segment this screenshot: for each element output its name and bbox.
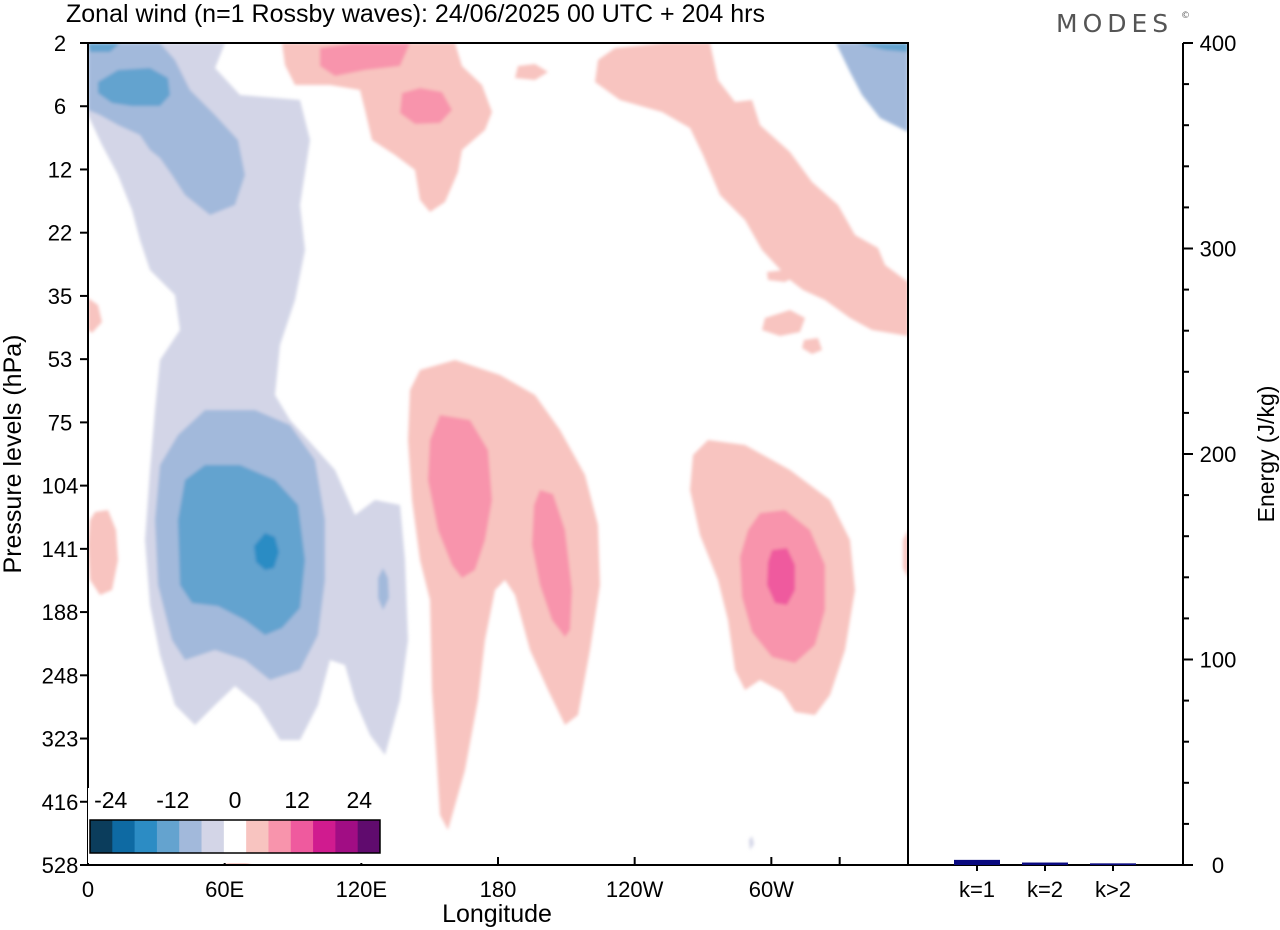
energy-axis-label: Energy (J/kg): [1253, 386, 1279, 523]
colorbar-tick-label: -24: [94, 787, 127, 813]
x-axis-label: Longitude: [442, 900, 552, 928]
positive-contour-light: [282, 43, 492, 212]
negative-contour-3: [855, 43, 908, 52]
positive-contour-2: [532, 490, 572, 637]
colorbar-frame: [89, 819, 381, 854]
energy-tick-label: 100: [1200, 648, 1237, 673]
x-tick-label: 60W: [749, 877, 794, 902]
modes-logo: MODES: [1056, 9, 1173, 38]
colorbar-swatch: [290, 820, 314, 853]
x-tick-label: 60E: [205, 877, 244, 902]
y-tick-label: 22: [48, 221, 72, 246]
colorbar-swatch: [357, 820, 381, 853]
y-tick-label: 75: [48, 410, 72, 435]
energy-bar: [954, 859, 1000, 865]
negative-contour-3: [98, 68, 170, 106]
energy-tick-label: 300: [1200, 237, 1237, 262]
positive-contour-light: [767, 270, 798, 282]
positive-contour-light: [802, 338, 822, 354]
longitude-axis: 0 60E 120E 180 120W 60W: [82, 857, 841, 902]
colorbar: -24 -12 0 12 24: [88, 787, 390, 863]
colorbar-tick-label: 24: [346, 787, 372, 813]
logo-copyright-mark: ©: [1181, 11, 1195, 21]
energy-tick-label: 400: [1200, 31, 1237, 56]
positive-contour-light: [515, 64, 548, 80]
negative-contour-3: [88, 43, 120, 52]
y-tick-label: 528: [42, 853, 79, 878]
colorbar-swatch: [179, 820, 202, 853]
positive-contour-2: [400, 88, 452, 124]
colorbar-tick-label: 0: [229, 787, 242, 813]
colorbar-swatch: [335, 820, 359, 853]
y-tick-label: 2: [54, 31, 66, 56]
energy-bar: [1022, 862, 1068, 865]
energy-category-label: k=2: [1027, 877, 1063, 902]
pressure-axis: 2 6 12 22 35 53 75 104 141 188 248 323 416 528: [42, 31, 88, 878]
positive-contour-2: [320, 43, 410, 76]
colorbar-swatch: [90, 820, 113, 853]
x-tick-label: 120E: [336, 877, 387, 902]
energy-category-label: k>2: [1095, 877, 1131, 902]
colorbar-tick-label: 12: [284, 787, 310, 813]
positive-contour-light: [762, 310, 805, 336]
colorbar-swatch: [201, 820, 225, 853]
negative-contour-light: [749, 836, 754, 850]
positive-contour-light: [595, 43, 908, 336]
y-tick-label: 416: [42, 790, 79, 815]
colorbar-swatch: [223, 820, 247, 853]
energy-tick-label: 200: [1200, 442, 1237, 467]
y-axis-label: Pressure levels (hPa): [0, 335, 27, 574]
energy-panel: 0 100 200 300 400 k=1 k=2 k>2: [908, 31, 1236, 902]
x-tick-label: 120W: [606, 877, 664, 902]
y-tick-label: 323: [42, 727, 79, 752]
colorbar-tick-label: -12: [156, 787, 189, 813]
hovmoller-panel: [87, 42, 909, 866]
y-tick-label: 188: [42, 600, 79, 625]
x-tick-label: 0: [82, 877, 94, 902]
negative-contour-4: [254, 533, 279, 570]
negative-contour-2: [836, 43, 908, 132]
colorbar-swatch: [112, 820, 136, 853]
energy-bar: [1090, 863, 1136, 865]
colorbar-swatch: [268, 820, 292, 853]
y-tick-label: 53: [48, 347, 72, 372]
positive-contour-2: [428, 415, 492, 578]
negative-contour-2: [378, 568, 389, 610]
positive-contour-light: [88, 510, 118, 595]
wind-contours: [88, 43, 908, 865]
colorbar-swatch: [134, 820, 158, 853]
y-tick-label: 6: [54, 94, 66, 119]
negative-contour-3: [178, 465, 305, 635]
y-tick-label: 248: [42, 663, 79, 688]
energy-category-label: k=1: [959, 877, 995, 902]
positive-contour-3: [767, 548, 795, 605]
colorbar-swatch: [246, 820, 269, 853]
y-tick-label: 12: [48, 157, 72, 182]
colorbar-swatch: [156, 820, 180, 853]
y-tick-label: 104: [42, 474, 79, 499]
x-tick-label: 180: [480, 877, 517, 902]
colorbar-swatch: [313, 820, 336, 853]
y-tick-label: 141: [42, 537, 79, 562]
energy-tick-label: 0: [1212, 853, 1224, 878]
positive-contour-light: [88, 298, 102, 333]
chart-title: Zonal wind (n=1 Rossby waves): 24/06/202…: [66, 0, 765, 28]
y-tick-label: 35: [48, 284, 72, 309]
positive-contour-light: [903, 530, 908, 578]
